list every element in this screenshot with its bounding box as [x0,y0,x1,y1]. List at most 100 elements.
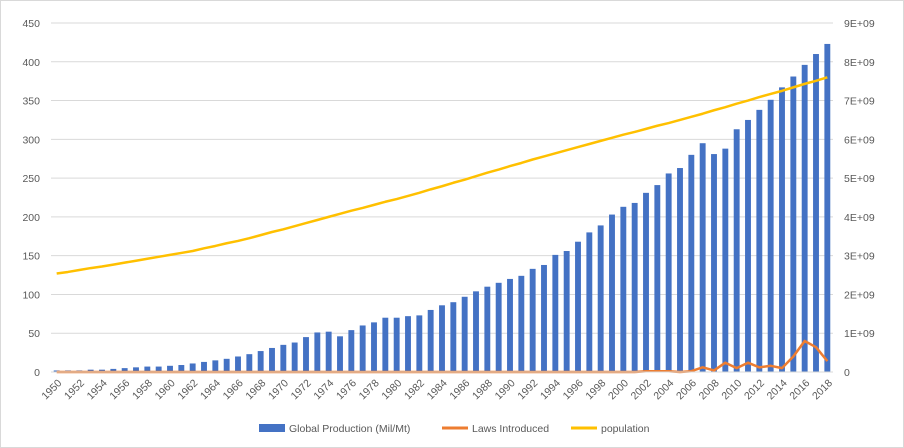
x-tick-label: 2002 [629,377,654,402]
production-bar [371,322,377,372]
production-bar [348,330,355,372]
production-bar [257,351,264,372]
production-bar [767,99,774,372]
production-bar [518,275,525,372]
production-bar [189,363,196,372]
left-y-axis: 0 50 100 150 200 250 300 350 400 450 [22,18,40,379]
x-tick-label: 1978 [357,377,382,402]
production-bar [801,64,808,372]
production-bar [620,206,627,372]
production-bar [325,331,332,372]
legend-swatch-population [571,426,597,430]
x-tick-label: 1960 [153,377,178,402]
production-bar [507,278,513,372]
production-bar [121,368,128,372]
x-tick-label: 1950 [39,377,64,402]
legend: Global Production (Mil/Mt) Laws Introduc… [259,423,650,435]
production-bar [314,332,321,372]
x-tick-label: 1990 [493,377,518,402]
production-bar [665,173,672,372]
y-right-tick-label: 2E+09 [844,289,875,301]
production-bar [439,305,445,372]
production-bar [688,154,695,372]
y-left-tick-label: 100 [22,289,40,301]
production-bar [393,317,400,372]
production-bar [654,185,661,372]
y-right-tick-label: 5E+09 [844,173,875,185]
x-tick-label: 1974 [311,377,336,402]
x-tick-label: 1958 [130,377,155,402]
x-tick-label: 1972 [289,377,314,402]
production-bar [563,251,570,372]
x-tick-label: 2000 [606,377,631,402]
production-bar [552,254,559,372]
production-bar [269,347,275,372]
x-tick-label: 1964 [198,377,223,402]
production-bar [133,367,139,372]
production-bar [212,360,219,372]
legend-swatch-production [259,424,285,432]
y-right-tick-label: 4E+09 [844,212,875,224]
y-left-tick-label: 150 [22,251,40,263]
right-y-axis: 0 1E+09 2E+09 3E+09 4E+09 5E+09 6E+09 7E+09 8E+0… [844,18,875,379]
x-tick-label: 2014 [765,377,790,402]
production-bar [337,336,343,372]
y-left-tick-label: 400 [22,57,40,69]
production-bar [280,344,287,372]
production-bar [246,354,253,372]
production-bar [575,241,581,372]
x-tick-label: 2006 [674,377,699,402]
production-bar [359,325,366,372]
production-bar [677,168,683,372]
production-bar [722,148,729,372]
production-bar [756,109,763,373]
production-bar [790,76,797,372]
x-tick-label: 1994 [538,377,563,402]
production-bar [586,232,593,372]
population-line [56,76,828,275]
legend-label-production: Global Production (Mil/Mt) [289,423,410,435]
production-bar [813,54,819,373]
x-tick-label: 2008 [697,377,722,402]
x-tick-label: 1998 [583,377,608,402]
production-bar [597,225,604,372]
x-axis: 1950195219541956195819601962196419661968… [39,371,835,402]
production-bar [631,202,638,372]
y-right-tick-label: 6E+09 [844,134,875,146]
x-tick-label: 1968 [243,377,268,402]
y-right-tick-label: 7E+09 [844,96,875,108]
x-tick-label: 2004 [651,377,676,402]
production-bar [155,366,162,372]
production-bar [416,315,423,372]
production-bar [541,264,547,372]
production-bar [699,143,706,372]
legend-item-production: Global Production (Mil/Mt) [259,423,410,435]
production-bar [450,302,457,372]
production-bar [495,282,502,372]
production-bar [223,358,230,372]
production-bar [824,43,831,372]
production-bar [643,192,649,372]
x-tick-label: 1952 [62,377,87,402]
production-bar [303,337,309,372]
production-bar [745,119,751,372]
x-tick-label: 1982 [402,377,427,402]
production-bar [461,296,468,372]
production-bar [167,365,173,372]
x-tick-label: 2018 [810,377,835,402]
production-bar [144,366,151,372]
y-right-tick-label: 3E+09 [844,251,875,263]
production-bar [201,361,207,372]
x-tick-label: 1962 [175,377,200,402]
production-bars [53,43,831,373]
gridlines [51,22,833,334]
y-left-tick-label: 200 [22,212,40,224]
production-bar [405,316,411,372]
y-left-tick-label: 50 [28,328,40,340]
x-tick-label: 1996 [561,377,586,402]
x-tick-label: 1966 [221,377,246,402]
x-tick-label: 1956 [107,377,132,402]
production-bar [427,309,434,372]
